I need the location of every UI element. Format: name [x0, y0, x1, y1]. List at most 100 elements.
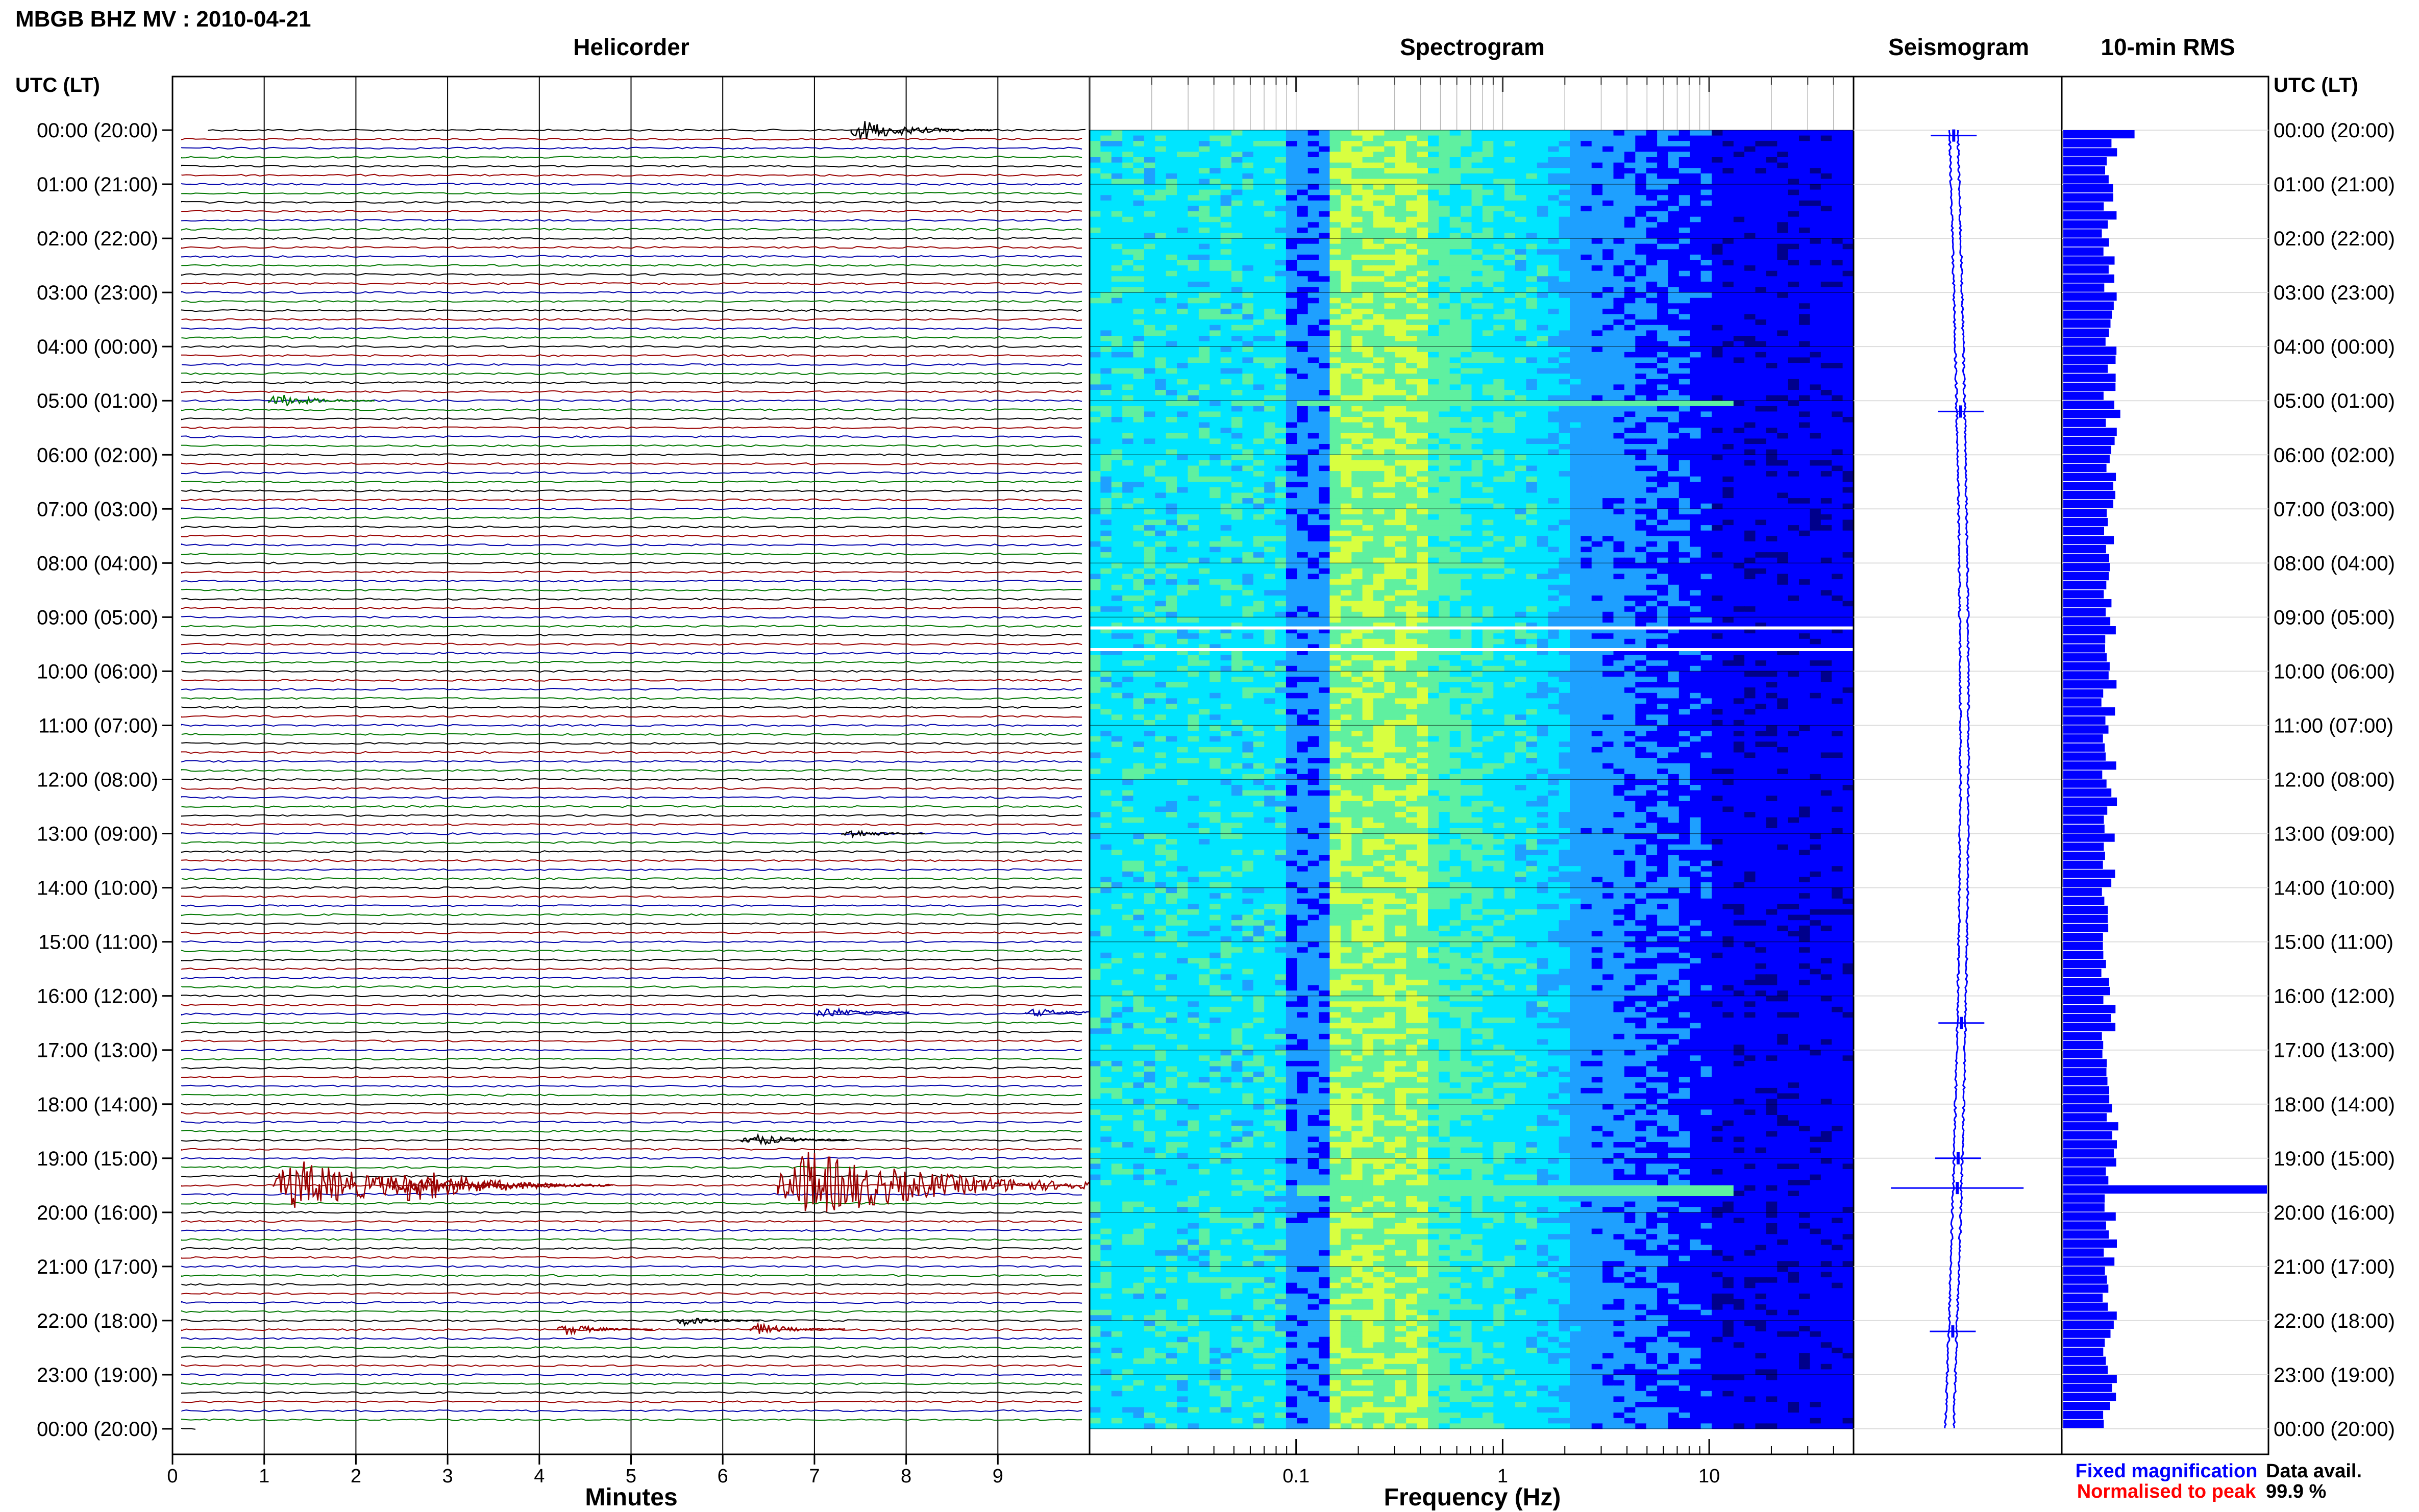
- helicorder-trace: [181, 426, 1082, 429]
- spectrogram-cell: [1275, 352, 1287, 358]
- spectrogram-cell: [1340, 135, 1352, 141]
- spectrogram-cell: [1297, 265, 1309, 271]
- spectrogram-cell: [1362, 200, 1374, 207]
- spectrogram-cell: [1537, 146, 1548, 152]
- helicorder-trace: [181, 318, 1082, 321]
- spectrogram-cell: [1340, 216, 1352, 222]
- spectrogram-cell: [1581, 325, 1592, 331]
- spectrogram-cell: [1406, 162, 1418, 168]
- spectrogram-cell: [1155, 401, 1167, 407]
- spectrogram-cell: [1690, 184, 1701, 190]
- spectrogram-cell: [1351, 270, 1363, 277]
- spectrogram-cell: [1100, 390, 1112, 396]
- spectrogram-cell: [1395, 298, 1406, 304]
- spectrogram-cell: [1264, 444, 1276, 450]
- spectrogram-cell: [1198, 433, 1211, 439]
- spectrogram-cell: [1559, 341, 1570, 347]
- spectrogram-cell: [1722, 374, 1734, 380]
- spectrogram-cell: [1362, 130, 1374, 136]
- spectrogram-cell: [1461, 406, 1472, 412]
- spectrogram-cell: [1766, 152, 1778, 158]
- spectrogram-cell: [1766, 303, 1778, 309]
- spectrogram-cell: [1722, 287, 1734, 293]
- spectrogram-cell: [1668, 395, 1680, 401]
- spectrogram-cell: [1712, 455, 1723, 461]
- spectrogram-cell: [1100, 292, 1112, 299]
- spectrogram-cell: [1242, 254, 1254, 261]
- spectrogram-cell: [1482, 476, 1494, 482]
- spectrogram-cell: [1646, 384, 1658, 390]
- spectrogram-cell: [1668, 476, 1680, 482]
- spectrogram-cell: [1340, 406, 1352, 412]
- spectrogram-cell: [1439, 243, 1450, 250]
- spectrogram-cell: [1395, 374, 1406, 380]
- spectrogram-cell: [1264, 281, 1276, 288]
- spectrogram-cell: [1646, 189, 1658, 195]
- spectrogram-cell: [1373, 325, 1385, 331]
- spectrogram-cell: [1100, 330, 1112, 336]
- spectrogram-cell: [1515, 487, 1527, 493]
- spectrogram-cell: [1362, 222, 1374, 228]
- spectrogram-cell: [1690, 303, 1701, 309]
- spectrogram-cell: [1744, 417, 1756, 423]
- spectrogram-cell: [1133, 189, 1145, 195]
- spectrogram-cell: [1755, 162, 1767, 168]
- spectrogram-cell: [1777, 189, 1789, 195]
- spectrogram-cell: [1526, 476, 1538, 482]
- spectrogram-cell: [1461, 298, 1472, 304]
- spectrogram-cell: [1297, 374, 1309, 380]
- spectrogram-cell: [1591, 162, 1603, 168]
- spectrogram-cell: [1417, 465, 1428, 472]
- spectrogram-cell: [1373, 308, 1385, 315]
- spectrogram-cell: [1384, 298, 1396, 304]
- spectrogram-cell: [1712, 298, 1723, 304]
- spectrogram-cell: [1198, 200, 1211, 207]
- spectrogram-cell: [1351, 157, 1363, 163]
- spectrogram-cell: [1461, 238, 1472, 244]
- spectrogram-cell: [1755, 411, 1767, 417]
- spectrogram-cell: [1111, 492, 1123, 499]
- spectrogram-cell: [1449, 195, 1461, 201]
- spectrogram-cell: [1166, 492, 1177, 499]
- spectrogram-cell: [1286, 492, 1298, 499]
- spectrogram-cell: [1231, 184, 1243, 190]
- spectrogram-cell: [1461, 460, 1472, 466]
- spectrogram-cell: [1264, 216, 1276, 222]
- spectrogram-cell: [1417, 287, 1428, 293]
- spectrogram-cell: [1461, 455, 1472, 461]
- spectrogram-cell: [1820, 422, 1832, 428]
- spectrogram-cell: [1657, 254, 1669, 261]
- spectrogram-cell: [1439, 189, 1450, 195]
- spectrogram-cell: [1461, 227, 1472, 234]
- spectrogram-cell: [1340, 411, 1352, 417]
- spectrogram-cell: [1755, 438, 1767, 444]
- spectrogram-cell: [1613, 243, 1625, 250]
- spectrogram-cell: [1253, 216, 1265, 222]
- spectrogram-cell: [1668, 189, 1680, 195]
- spectrogram-cell: [1842, 401, 1854, 407]
- spectrogram-cell: [1231, 433, 1243, 439]
- spectrogram-cell: [1210, 233, 1221, 239]
- spectrogram-cell: [1548, 346, 1560, 353]
- spectrogram-cell: [1668, 336, 1680, 342]
- spectrogram-cell: [1537, 173, 1548, 179]
- spectrogram-cell: [1624, 227, 1636, 234]
- spectrogram-cell: [1471, 162, 1483, 168]
- spectrogram-cell: [1722, 152, 1734, 158]
- spectrogram-cell: [1166, 428, 1177, 434]
- helicorder-trace: [181, 354, 1082, 357]
- spectrogram-cell: [1602, 270, 1614, 277]
- spectrogram-cell: [1307, 363, 1319, 369]
- spectrogram-cell: [1351, 363, 1363, 369]
- spectrogram-cell: [1690, 141, 1701, 147]
- spectrogram-cell: [1090, 184, 1101, 190]
- spectrogram-cell: [1090, 368, 1101, 374]
- spectrogram-cell: [1307, 428, 1319, 434]
- spectrogram-cell: [1264, 314, 1276, 320]
- spectrogram-cell: [1253, 471, 1265, 477]
- spectrogram-cell: [1297, 179, 1309, 185]
- spectrogram-cell: [1449, 162, 1461, 168]
- spectrogram-cell: [1319, 325, 1330, 331]
- spectrogram-cell: [1329, 270, 1341, 277]
- spectrogram-cell: [1275, 168, 1287, 174]
